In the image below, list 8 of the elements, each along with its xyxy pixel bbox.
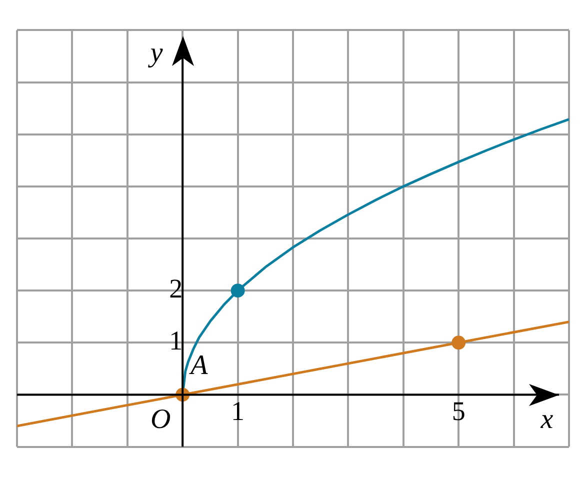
point [452,336,466,350]
y-axis-title: y [147,38,164,69]
annotation: A [188,350,209,382]
annotation: O [150,404,171,436]
point [230,284,245,298]
y-tick-label: 2 [169,274,183,304]
x-tick-label: 5 [452,396,466,426]
x-axis-title: x [540,404,554,436]
